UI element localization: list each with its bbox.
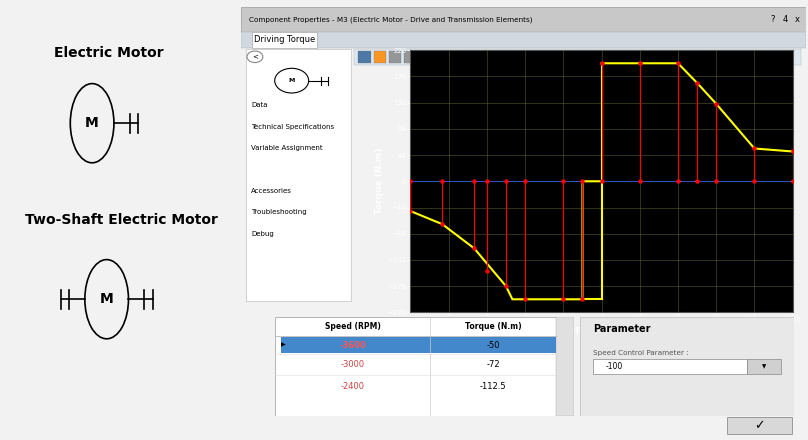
Text: -100: -100	[606, 362, 623, 371]
Text: -72: -72	[486, 360, 500, 369]
Bar	[359, 51, 371, 63]
Bar	[246, 48, 351, 301]
Bar	[404, 51, 417, 63]
Text: Parameter: Parameter	[593, 324, 650, 334]
Text: ▶: ▶	[280, 342, 285, 347]
Bar	[435, 51, 448, 63]
Text: M: M	[288, 78, 295, 83]
Text: ✓: ✓	[755, 419, 764, 432]
Text: Accessories: Accessories	[251, 188, 292, 194]
Bar	[465, 51, 478, 63]
Text: Troubleshooting: Troubleshooting	[251, 209, 306, 215]
Bar	[747, 359, 781, 374]
Bar	[593, 359, 747, 374]
Bar	[252, 32, 317, 48]
Bar	[373, 51, 386, 63]
Bar	[354, 48, 801, 65]
Text: Two-Shaft Electric Motor: Two-Shaft Electric Motor	[25, 213, 217, 227]
Text: Speed (RPM): Speed (RPM)	[325, 322, 381, 331]
Text: 4: 4	[782, 15, 788, 24]
Text: Torque (N.m): Torque (N.m)	[465, 322, 521, 331]
Text: Component Properties - M3 (Electric Motor - Drive and Transmission Elements): Component Properties - M3 (Electric Moto…	[249, 16, 532, 22]
Bar	[450, 51, 462, 63]
Bar	[241, 32, 806, 48]
Text: -3000: -3000	[340, 360, 364, 369]
Text: -112.5: -112.5	[480, 381, 507, 391]
Text: -2400: -2400	[340, 381, 364, 391]
Text: Variable Assignment: Variable Assignment	[251, 145, 322, 151]
Text: Driving Torque: Driving Torque	[254, 36, 315, 44]
Text: ▼: ▼	[762, 364, 767, 369]
Text: Data: Data	[251, 103, 267, 108]
Text: -50: -50	[486, 341, 499, 349]
Text: M: M	[99, 292, 114, 306]
Text: <: <	[252, 54, 258, 60]
Text: Debug: Debug	[251, 231, 274, 237]
Text: ?: ?	[770, 15, 775, 24]
Y-axis label: Torque (N.m): Torque (N.m)	[375, 148, 384, 214]
Text: Speed Control Parameter :: Speed Control Parameter :	[593, 350, 688, 356]
Bar	[556, 317, 574, 416]
Bar	[389, 51, 402, 63]
Text: M: M	[85, 116, 99, 130]
Bar	[241, 7, 806, 32]
X-axis label: Speed (RPM): Speed (RPM)	[569, 325, 634, 334]
Bar	[419, 51, 432, 63]
Text: Electric Motor: Electric Motor	[54, 46, 164, 60]
Text: Technical Specifications: Technical Specifications	[251, 124, 334, 130]
Bar	[280, 337, 556, 353]
Bar	[727, 417, 792, 434]
Text: -3600: -3600	[339, 341, 366, 349]
Text: x: x	[795, 15, 800, 24]
